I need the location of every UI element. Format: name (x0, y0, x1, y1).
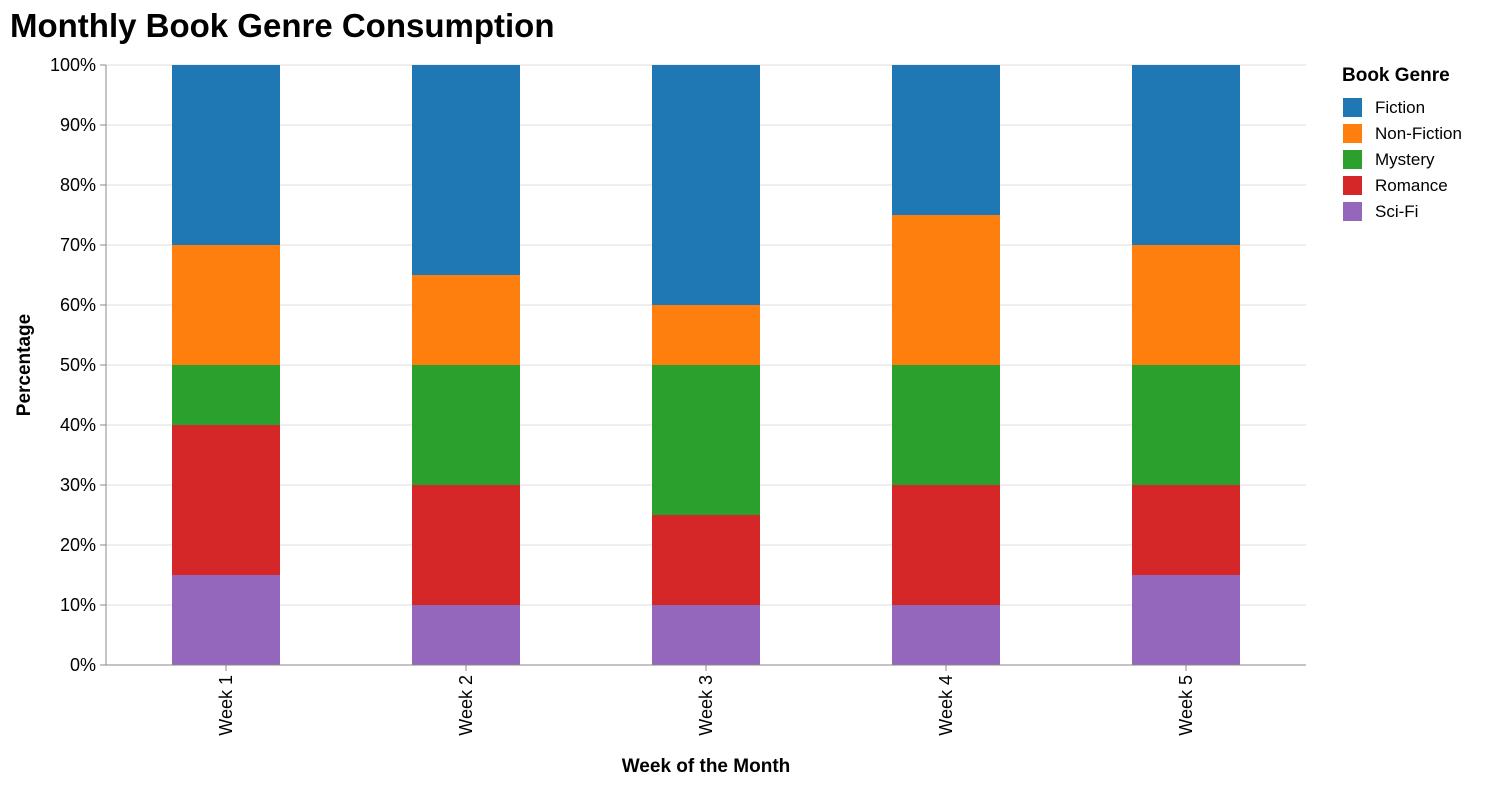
bar-non-fiction-week-4 (892, 215, 1000, 365)
legend-swatch (1343, 98, 1362, 117)
x-tick-label: Week 1 (216, 675, 236, 736)
x-axis-ticks: Week 1 Week 2 Week 3 Week 4 Week 5 (216, 665, 1196, 736)
y-tick-label: 30% (60, 475, 96, 495)
bar-mystery-week-3 (652, 365, 760, 515)
legend-label: Non-Fiction (1375, 124, 1462, 143)
legend-swatch (1343, 124, 1362, 143)
bar-stacks (172, 65, 1240, 665)
y-tick-label: 50% (60, 355, 96, 375)
bar-sci-fi-week-3 (652, 605, 760, 665)
bar-fiction-week-5 (1132, 65, 1240, 245)
y-axis-ticks: 0% 10% 20% 30% 40% 50% 60% 70% 80% 90% 100% (50, 55, 106, 675)
bar-non-fiction-week-1 (172, 245, 280, 365)
bar-stack-week-3 (652, 65, 760, 665)
bar-sci-fi-week-1 (172, 575, 280, 665)
bar-sci-fi-week-5 (1132, 575, 1240, 665)
y-tick-label: 80% (60, 175, 96, 195)
bar-stack-week-5 (1132, 65, 1240, 665)
bar-fiction-week-4 (892, 65, 1000, 215)
bar-mystery-week-4 (892, 365, 1000, 485)
y-tick-label: 10% (60, 595, 96, 615)
bar-romance-week-5 (1132, 485, 1240, 575)
legend-item-sci-fi: Sci-Fi (1343, 202, 1418, 221)
legend-label: Fiction (1375, 98, 1425, 117)
y-tick-label: 100% (50, 55, 96, 75)
legend-label: Mystery (1375, 150, 1435, 169)
legend-swatch (1343, 150, 1362, 169)
bar-fiction-week-1 (172, 65, 280, 245)
legend-label: Sci-Fi (1375, 202, 1418, 221)
bar-fiction-week-2 (412, 65, 520, 275)
bar-sci-fi-week-4 (892, 605, 1000, 665)
legend-item-non-fiction: Non-Fiction (1343, 124, 1462, 143)
bar-fiction-week-3 (652, 65, 760, 305)
bar-non-fiction-week-3 (652, 305, 760, 365)
bar-non-fiction-week-2 (412, 275, 520, 365)
legend-label: Romance (1375, 176, 1448, 195)
y-tick-label: 0% (70, 655, 96, 675)
bar-sci-fi-week-2 (412, 605, 520, 665)
bar-stack-week-4 (892, 65, 1000, 665)
bar-romance-week-1 (172, 425, 280, 575)
x-tick-label: Week 5 (1176, 675, 1196, 736)
y-tick-label: 70% (60, 235, 96, 255)
bar-romance-week-2 (412, 485, 520, 605)
legend-item-mystery: Mystery (1343, 150, 1435, 169)
y-tick-label: 40% (60, 415, 96, 435)
y-tick-label: 90% (60, 115, 96, 135)
legend-swatch (1343, 202, 1362, 221)
bar-mystery-week-1 (172, 365, 280, 425)
x-tick-label: Week 3 (696, 675, 716, 736)
y-tick-label: 60% (60, 295, 96, 315)
legend-item-romance: Romance (1343, 176, 1448, 195)
bar-non-fiction-week-5 (1132, 245, 1240, 365)
x-axis-title: Week of the Month (622, 756, 791, 777)
legend-item-fiction: Fiction (1343, 98, 1425, 117)
bar-romance-week-4 (892, 485, 1000, 605)
bar-romance-week-3 (652, 515, 760, 605)
legend-items: Fiction Non-Fiction Mystery Romance Sci-Fi (1343, 98, 1462, 221)
bar-mystery-week-2 (412, 365, 520, 485)
chart-title: Monthly Book Genre Consumption (10, 7, 554, 44)
x-tick-label: Week 4 (936, 675, 956, 736)
bar-stack-week-1 (172, 65, 280, 665)
legend-title: Book Genre (1342, 65, 1450, 86)
legend-swatch (1343, 176, 1362, 195)
x-tick-label: Week 2 (456, 675, 476, 736)
bar-stack-week-2 (412, 65, 520, 665)
legend: Book Genre Fiction Non-Fiction Mystery Roma… (1342, 65, 1462, 221)
y-tick-label: 20% (60, 535, 96, 555)
y-axis-title: Percentage (14, 314, 35, 416)
bar-mystery-week-5 (1132, 365, 1240, 485)
